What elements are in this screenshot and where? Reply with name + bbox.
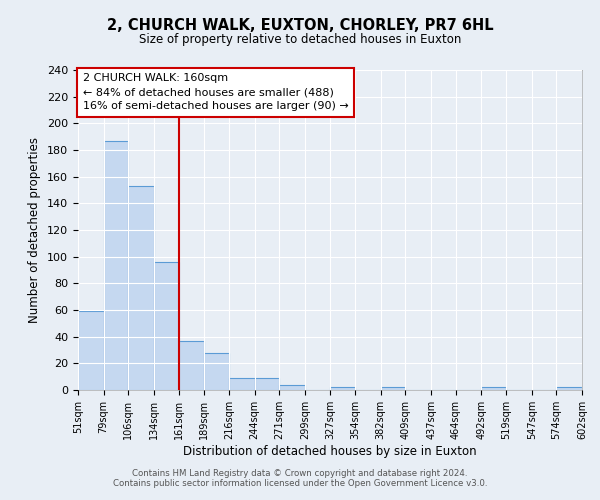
Bar: [179, 340, 204, 390]
Bar: [279, 384, 305, 390]
X-axis label: Distribution of detached houses by size in Euxton: Distribution of detached houses by size …: [183, 444, 477, 458]
Bar: [381, 388, 406, 390]
Bar: [154, 262, 179, 390]
Text: Size of property relative to detached houses in Euxton: Size of property relative to detached ho…: [139, 32, 461, 46]
Bar: [78, 312, 104, 390]
Text: Contains HM Land Registry data © Crown copyright and database right 2024.: Contains HM Land Registry data © Crown c…: [132, 468, 468, 477]
Text: Contains public sector information licensed under the Open Government Licence v3: Contains public sector information licen…: [113, 478, 487, 488]
Bar: [104, 140, 128, 390]
Bar: [128, 186, 154, 390]
Bar: [481, 388, 506, 390]
Bar: [229, 378, 254, 390]
Text: 2, CHURCH WALK, EUXTON, CHORLEY, PR7 6HL: 2, CHURCH WALK, EUXTON, CHORLEY, PR7 6HL: [107, 18, 493, 32]
Bar: [204, 352, 229, 390]
Bar: [254, 378, 279, 390]
Text: 2 CHURCH WALK: 160sqm
← 84% of detached houses are smaller (488)
16% of semi-det: 2 CHURCH WALK: 160sqm ← 84% of detached …: [83, 73, 349, 111]
Bar: [556, 388, 582, 390]
Bar: [331, 388, 355, 390]
Y-axis label: Number of detached properties: Number of detached properties: [28, 137, 41, 323]
